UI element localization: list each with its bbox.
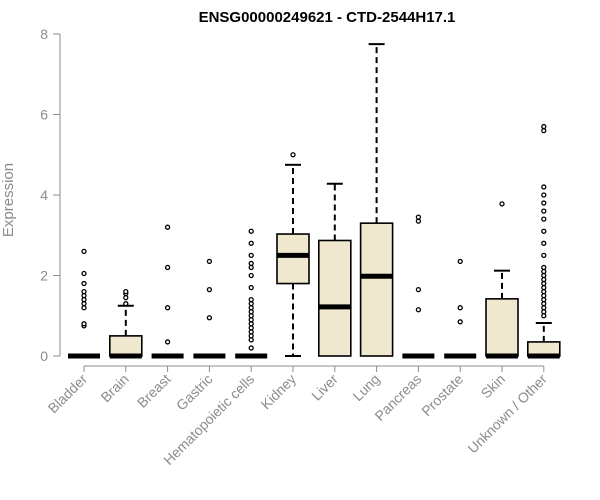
outlier-point <box>248 296 254 303</box>
box-0 <box>68 248 100 359</box>
y-tick-label: 4 <box>40 187 48 203</box>
x-tick-label: Unknown / Other <box>464 371 550 457</box>
outlier-point <box>541 252 547 259</box>
box-9 <box>444 258 477 359</box>
outlier-point <box>81 248 87 255</box>
box-11 <box>526 123 561 359</box>
outlier-point <box>541 200 547 206</box>
outlier-point <box>248 252 254 259</box>
outlier-point <box>457 319 463 325</box>
outlier-point <box>248 345 254 351</box>
outlier-point <box>290 152 296 158</box>
x-tick-label: Liver <box>308 371 341 404</box>
chart-title: ENSG00000249621 - CTD-2544H17.1 <box>199 9 456 26</box>
box-3 <box>193 258 226 359</box>
outlier-point <box>248 240 254 246</box>
outlier-point <box>123 301 129 307</box>
outlier-point <box>541 228 547 234</box>
outlier-point <box>415 286 422 293</box>
outlier-point <box>457 258 463 265</box>
box-4 <box>235 228 268 359</box>
iqr-box <box>359 222 394 357</box>
outlier-point <box>164 339 171 345</box>
outlier-point <box>81 270 87 277</box>
y-tick-label: 0 <box>40 348 48 364</box>
outlier-point <box>164 305 171 311</box>
x-tick-label: Lung <box>349 371 382 404</box>
iqr-box <box>485 298 519 357</box>
iqr-box <box>276 233 310 285</box>
outlier-point <box>541 240 547 246</box>
box-8 <box>402 214 435 359</box>
outlier-point <box>415 307 422 313</box>
outlier-point <box>81 321 87 327</box>
outlier-point <box>541 184 547 190</box>
outlier-point <box>541 208 547 214</box>
x-tick-label: Bladder <box>45 371 91 417</box>
outlier-point <box>164 224 171 230</box>
outlier-point <box>81 288 87 295</box>
box-series <box>68 43 561 359</box>
outlier-point <box>457 305 463 311</box>
iqr-box <box>317 239 352 357</box>
box-6 <box>317 182 352 357</box>
outlier-point <box>541 192 547 198</box>
x-tick-label: Kidney <box>258 371 300 413</box>
x-tick-label: Skin <box>478 371 509 402</box>
outlier-point <box>206 286 213 293</box>
outlier-point <box>541 216 547 222</box>
outlier-point <box>248 284 254 291</box>
outlier-point <box>123 288 129 295</box>
box-7 <box>359 43 394 357</box>
y-axis: 0 2 4 6 8 <box>40 26 61 364</box>
outlier-point <box>164 264 171 271</box>
y-axis-label: Expression <box>0 163 17 237</box>
outlier-point <box>206 315 213 321</box>
outlier-point <box>81 280 87 287</box>
box-1 <box>109 288 143 359</box>
outlier-point <box>248 272 254 279</box>
outlier-point <box>541 123 547 130</box>
outlier-point <box>248 260 254 267</box>
iqr-box <box>109 335 143 357</box>
outlier-point <box>415 214 422 220</box>
y-tick-label: 2 <box>40 268 48 284</box>
outlier-point <box>248 228 254 234</box>
box-2 <box>151 224 184 359</box>
box-5 <box>276 152 310 357</box>
y-tick-label: 8 <box>40 26 48 42</box>
outlier-point <box>499 201 505 207</box>
outlier-point <box>206 258 213 265</box>
x-tick-label: Breast <box>134 371 174 411</box>
outlier-point <box>541 264 547 271</box>
x-tick-label: Brain <box>97 371 131 405</box>
x-tick-label: Prostate <box>418 371 466 419</box>
y-tick-label: 6 <box>40 107 48 123</box>
box-10 <box>485 201 519 359</box>
